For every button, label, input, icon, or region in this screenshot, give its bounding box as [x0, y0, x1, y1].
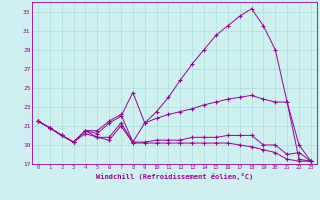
X-axis label: Windchill (Refroidissement éolien,°C): Windchill (Refroidissement éolien,°C): [96, 173, 253, 180]
